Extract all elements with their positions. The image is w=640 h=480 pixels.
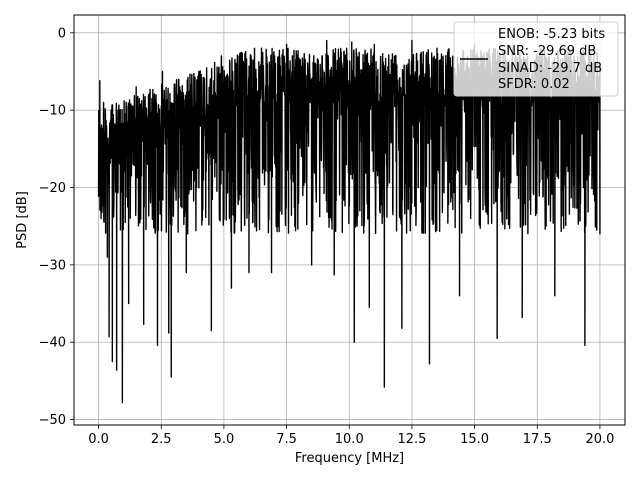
y-tick-label: −50 [39, 413, 66, 428]
legend: ENOB: -5.23 bits SNR: -29.69 dB SINAD: -… [453, 21, 619, 97]
x-tick-label: 17.5 [523, 432, 552, 447]
legend-entry-snr: SNR: -29.69 dB [498, 44, 596, 59]
y-tick-label: −40 [39, 336, 66, 351]
y-tick-label: −20 [39, 181, 66, 196]
x-tick-label: 5.0 [214, 432, 235, 447]
x-tick-label: 7.5 [276, 432, 297, 447]
legend-entry-sinad: SINAD: -29.7 dB [498, 61, 602, 76]
x-tick-label: 15.0 [460, 432, 489, 447]
legend-entry-sfdr: SFDR: 0.02 [498, 77, 570, 92]
x-tick-label: 0.0 [88, 432, 109, 447]
x-tick-label: 2.5 [151, 432, 172, 447]
x-tick-label: 12.5 [397, 432, 426, 447]
y-tick-label: 0 [58, 26, 66, 41]
x-axis-label: Frequency [MHz] [295, 451, 404, 466]
y-axis-label: PSD [dB] [15, 191, 30, 249]
y-tick-label: −30 [39, 258, 66, 273]
legend-box [453, 21, 619, 97]
y-tick-label: −10 [39, 104, 66, 119]
legend-entry-enob: ENOB: -5.23 bits [498, 27, 605, 42]
x-ticks: 0.0 2.5 5.0 7.5 10.0 12.5 15.0 17.5 20.0 [88, 425, 614, 447]
x-tick-label: 10.0 [335, 432, 364, 447]
x-tick-label: 20.0 [585, 432, 614, 447]
y-ticks: 0 −10 −20 −30 −40 −50 [39, 26, 74, 428]
